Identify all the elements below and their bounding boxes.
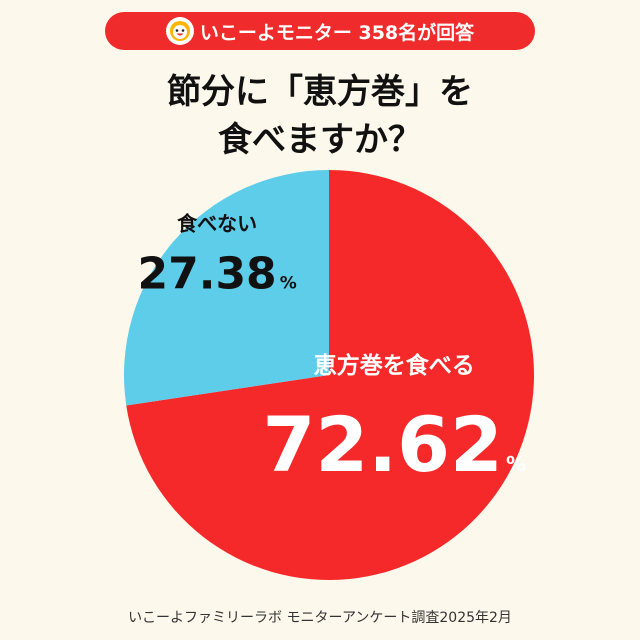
slice-value-1: 27.38% bbox=[138, 249, 297, 300]
pie-slice-0 bbox=[126, 170, 535, 580]
source-footnote: いこーよファミリーラボ モニターアンケート調査2025年2月 bbox=[128, 610, 512, 626]
survey-label: いこーよモニター 358名が回答 bbox=[199, 21, 475, 44]
slice-value-unit-0: % bbox=[506, 452, 526, 476]
slice-value-number-0: 72.62 bbox=[263, 400, 503, 489]
slice-label-1: 食べない bbox=[177, 212, 257, 236]
page-title-line2: 食べますか？ bbox=[218, 120, 422, 160]
page-title-line1: 節分に「恵方巻」を bbox=[167, 72, 473, 112]
slice-label-0: 恵方巻を食べる bbox=[314, 352, 475, 379]
slice-value-unit-1: % bbox=[280, 274, 297, 294]
smiling-face-logo-icon bbox=[165, 17, 194, 45]
survey-respondents-badge: いこーよモニター 358名が回答 bbox=[105, 12, 535, 50]
slice-value-number-1: 27.38 bbox=[138, 249, 277, 300]
pie-slice-1 bbox=[123, 170, 329, 406]
slice-value-0: 72.62% bbox=[263, 400, 526, 489]
